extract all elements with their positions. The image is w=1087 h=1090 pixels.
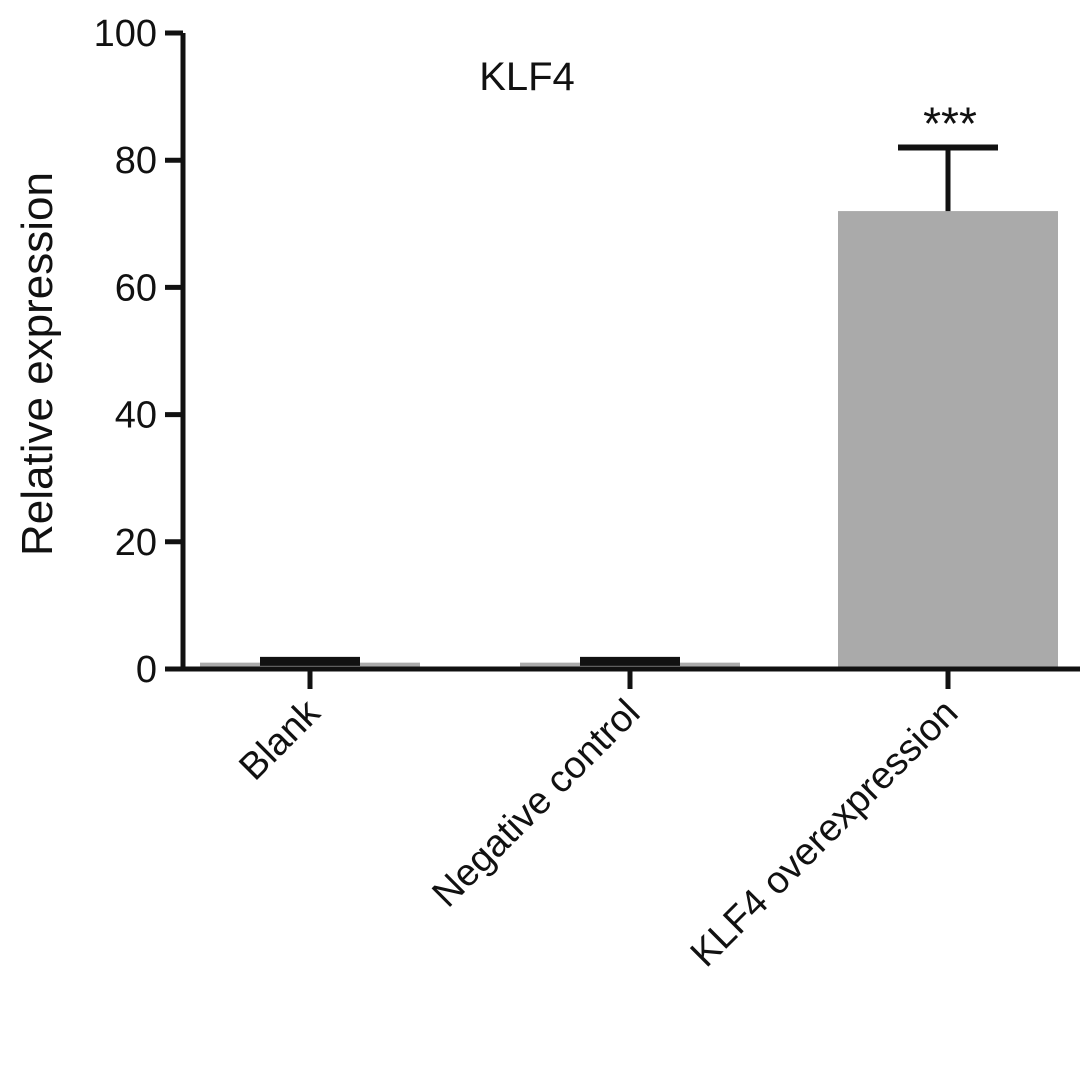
y-axis-title: Relative expression [13,172,62,556]
bar-2 [838,211,1058,669]
y-tick-label-40: 40 [115,395,157,437]
y-tick-label-20: 20 [115,522,157,564]
x-category-label-1: Negative control [424,692,648,916]
y-tick-label-100: 100 [94,13,157,55]
error-bars-layer [260,144,998,666]
x-category-label-2: KLF4 overexpression [683,692,967,976]
significance-label-2: *** [923,97,977,149]
bars-layer [200,211,1058,669]
x-category-label-0: Blank [231,691,329,789]
y-tick-label-60: 60 [115,267,157,309]
y-tick-label-0: 0 [136,649,157,691]
axes-layer [165,30,1080,689]
chart-title: KLF4 [479,55,575,99]
y-tick-label-80: 80 [115,140,157,182]
